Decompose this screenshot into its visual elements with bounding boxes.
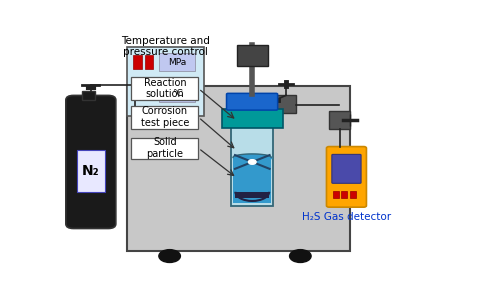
Text: MPa: MPa — [168, 58, 186, 67]
FancyBboxPatch shape — [231, 105, 273, 206]
FancyBboxPatch shape — [332, 154, 361, 183]
Bar — [333, 191, 339, 198]
FancyBboxPatch shape — [236, 192, 269, 198]
Bar — [341, 191, 347, 198]
Bar — [82, 91, 95, 100]
Circle shape — [248, 160, 256, 164]
Bar — [233, 157, 271, 203]
Text: N₂: N₂ — [82, 164, 100, 178]
Bar — [275, 95, 297, 113]
Bar — [222, 109, 283, 128]
FancyBboxPatch shape — [227, 93, 278, 110]
FancyBboxPatch shape — [326, 147, 367, 207]
Bar — [145, 55, 153, 69]
Text: Corrosion
test piece: Corrosion test piece — [141, 106, 189, 128]
Circle shape — [159, 250, 181, 263]
FancyBboxPatch shape — [131, 77, 198, 100]
Bar — [133, 86, 141, 100]
Bar — [145, 86, 153, 100]
FancyBboxPatch shape — [76, 150, 105, 192]
FancyBboxPatch shape — [127, 47, 204, 116]
Bar — [237, 45, 268, 66]
FancyBboxPatch shape — [131, 106, 198, 129]
Text: °C: °C — [172, 89, 183, 98]
Text: Solid
particle: Solid particle — [146, 137, 184, 159]
Text: H₂S Gas detector: H₂S Gas detector — [302, 212, 391, 222]
FancyBboxPatch shape — [66, 95, 116, 229]
FancyBboxPatch shape — [131, 138, 198, 159]
Text: Reaction
solution: Reaction solution — [143, 78, 186, 99]
Bar — [159, 84, 195, 102]
FancyBboxPatch shape — [127, 86, 350, 252]
Bar — [350, 191, 356, 198]
Circle shape — [290, 250, 311, 263]
Text: Temperature and
pressure control: Temperature and pressure control — [122, 36, 210, 57]
Bar — [329, 111, 350, 129]
Bar — [159, 53, 195, 71]
Bar — [133, 55, 141, 69]
